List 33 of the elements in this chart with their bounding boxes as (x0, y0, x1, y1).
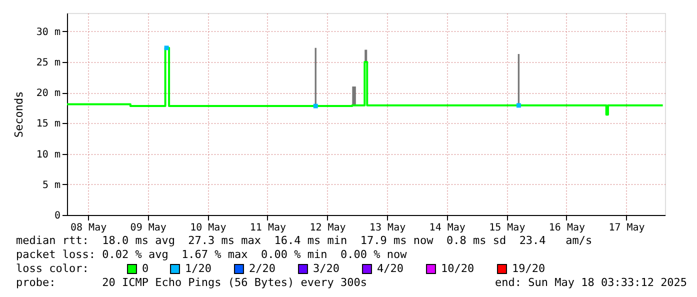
point (164, 46, 169, 50)
legend-label: 19/20 (512, 262, 546, 275)
legend-title: loss color: (16, 262, 89, 275)
legend-label: 4/20 (377, 262, 404, 275)
text: packet loss: 0.02 % avg 1.67 % max 0.00 % min 0.00 % now (16, 248, 408, 261)
y-tick-label: 15 m (36, 118, 60, 130)
legend-label: 10/20 (441, 262, 474, 275)
legend-label: 1/20 (185, 262, 212, 275)
x-tick-label: 16 May (548, 222, 586, 234)
y-tick-label: 20 m (36, 88, 60, 100)
x-tick-label: 10 May (190, 222, 226, 234)
x-tick-label: 13 May (369, 222, 406, 234)
x-tick-label: 12 May (310, 222, 346, 234)
x-tick-label: 17 May (608, 222, 645, 234)
text: end: Sun May 18 03:33:12 2025 (495, 276, 688, 289)
legend-label: 0 (142, 262, 149, 275)
legend-label: 3/20 (313, 262, 340, 275)
x-tick-label: 14 May (429, 222, 466, 234)
y-tick-label: 0 (54, 210, 60, 222)
point (313, 104, 318, 108)
x-tick-label: 11 May (250, 222, 286, 234)
text: median rtt: 18.0 ms avg 27.3 ms max 16.4 ms min 17.9 ms now 0.8 ms sd 23.4 am/s (16, 234, 592, 247)
x-tick-label: 09 May (130, 222, 166, 234)
x-tick-label: 15 May (489, 222, 526, 234)
text: probe: 20 ICMP Echo Pings (56 Bytes) every 300s (16, 276, 367, 289)
y-tick-label: 10 m (36, 149, 60, 160)
y-axis-title: Seconds (12, 91, 26, 138)
x-tick-label: 08 May (70, 222, 107, 234)
y-tick-label: 25 m (36, 57, 60, 68)
legend-label: 2/20 (249, 262, 276, 275)
y-tick-label: 30 m (36, 26, 60, 38)
point (516, 103, 521, 108)
y-tick-label: 5 m (42, 180, 60, 191)
